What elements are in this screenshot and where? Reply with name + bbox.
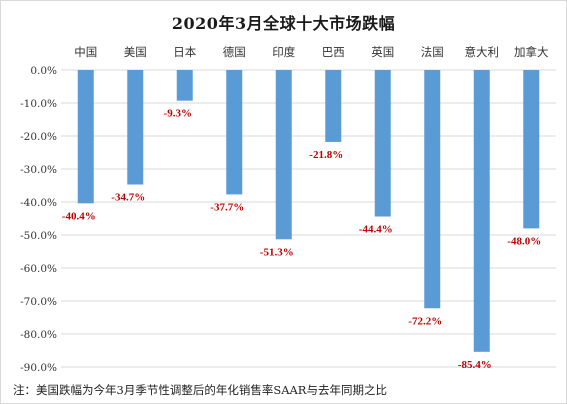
footnote: 注：美国跌幅为今年3月季节性调整后的年化销售率SAAR与去年同期之比 (13, 383, 387, 397)
bar-6 (325, 70, 342, 142)
y-tick-label: -60.0% (20, 263, 57, 275)
bar-2 (127, 70, 144, 185)
y-tick-label: -40.0% (20, 197, 57, 209)
bar-4 (226, 70, 243, 195)
data-label: -48.0% (507, 235, 541, 247)
bar-7 (374, 70, 391, 217)
y-tick-label: -80.0% (20, 329, 57, 341)
data-label: -40.4% (62, 210, 96, 222)
y-tick-label: -30.0% (20, 164, 57, 176)
y-tick-label: -10.0% (20, 98, 57, 110)
category-label: 意大利 (465, 45, 500, 59)
y-tick-label: -70.0% (20, 296, 57, 308)
data-label: -21.8% (309, 149, 343, 161)
category-label: 巴西 (322, 45, 345, 59)
y-tick-label: -20.0% (20, 131, 57, 143)
category-label: 法国 (421, 45, 444, 59)
chart-title: 2020年3月全球十大市场跌幅 (171, 14, 396, 33)
bar-9 (473, 70, 490, 352)
category-label: 印度 (272, 45, 295, 59)
category-label: 英国 (371, 45, 394, 59)
bar-5 (275, 70, 292, 240)
bar-10 (523, 70, 540, 229)
category-label: 加拿大 (514, 45, 549, 59)
data-label: -34.7% (111, 192, 145, 204)
bar-3 (176, 70, 193, 101)
y-axis-ticks: 0.0% -10.0% -20.0% -30.0% -40.0% -50.0% -60.0%… (20, 65, 57, 374)
category-label: 日本 (173, 45, 196, 59)
bar-1 (77, 70, 94, 204)
bar-8 (424, 70, 441, 309)
data-labels: -40.4% -34.7% -9.3% -37.7% -51.3% -21.8% -44.4… (62, 108, 541, 371)
gridlines (61, 69, 556, 368)
y-tick-label: -50.0% (20, 230, 57, 242)
data-label: -37.7% (210, 201, 244, 213)
category-labels: 中国 美国 日本 德国 印度 巴西 英国 法国 意大利 加拿大 (74, 45, 549, 59)
category-label: 德国 (223, 45, 246, 59)
data-label: -44.4% (359, 224, 393, 236)
bars (77, 70, 540, 352)
data-label: -85.4% (458, 359, 492, 371)
data-label: -51.3% (260, 246, 294, 258)
y-tick-label: 0.0% (30, 65, 57, 77)
data-label: -9.3% (164, 108, 192, 120)
category-label: 美国 (124, 45, 147, 59)
category-label: 中国 (74, 45, 97, 59)
y-tick-label: -90.0% (20, 362, 57, 374)
data-label: -72.2% (408, 315, 442, 327)
